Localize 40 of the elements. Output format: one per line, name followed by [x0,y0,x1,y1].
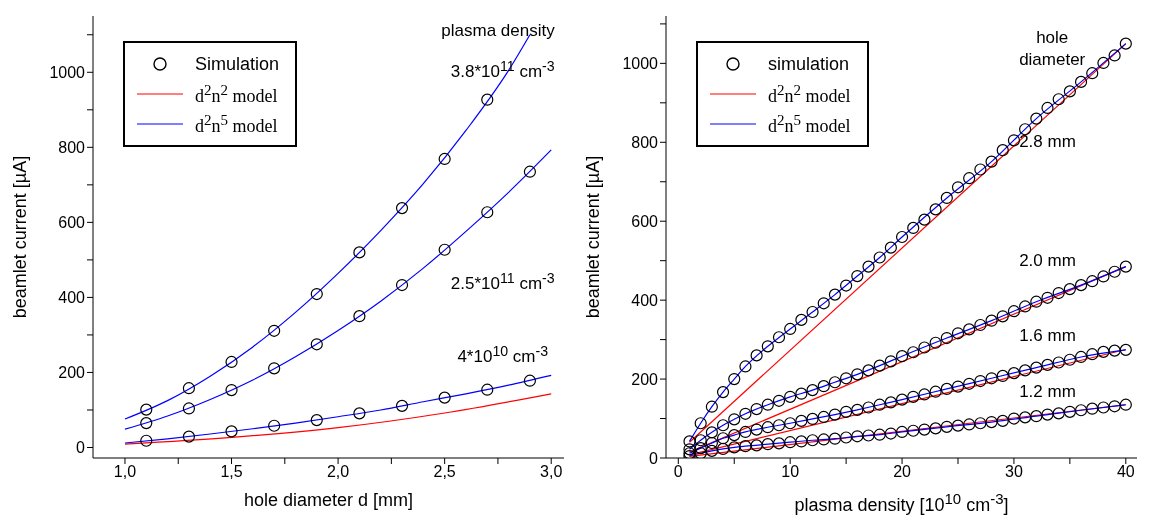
annotation: hole diameter [1018,27,1087,72]
legend-label: d$^{2}$n$^{5}$ model [195,111,278,137]
annotation: 2.8 mm [1019,130,1076,153]
annotation: 2.5*10$^{11}$ cm$^{-3}$ [450,268,555,296]
legend-label: d$^{2}$n$^{2}$ model [768,81,851,107]
annotation: 1.2 mm [1019,380,1076,403]
x-tick-label: 2,0 [326,463,350,481]
y-tick-label: 600 [58,214,86,232]
legend-label: Simulation [195,53,280,75]
x-tick-label: 40 [1116,463,1135,481]
x-axis-title: plasma density [10$^{10}$ cm$^{-3}$] [793,490,1010,516]
y-tick-label: 0 [76,439,86,457]
y-tick-label: 800 [631,133,659,151]
y-tick-label: 200 [631,370,659,388]
y-tick-label: 200 [58,364,86,382]
x-tick-label: 0 [673,463,683,481]
y-tick-label: 600 [631,212,659,230]
annotation: 1.6 mm [1019,325,1076,348]
legend-label: d$^{2}$n$^{5}$ model [768,111,851,137]
x-tick-label: 30 [1005,463,1023,481]
x-tick-label: 1,0 [113,463,137,481]
x-tick-label: 10 [781,463,800,481]
y-axis-title: beamlet current [µA] [9,155,31,319]
annotation: plasma density [440,20,556,43]
x-tick-label: 3,0 [540,463,563,481]
x-tick-label: 20 [893,463,912,481]
y-tick-label: 1000 [622,55,659,73]
y-axis-title: beamlet current [µA] [582,155,604,319]
annotation: 2.0 mm [1019,250,1076,273]
y-tick-label: 400 [58,289,86,307]
x-tick-label: 1,5 [220,463,243,481]
legend-label: d$^{2}$n$^{2}$ model [195,81,278,107]
x-axis-title: hole diameter d [mm] [242,490,415,511]
y-tick-label: 0 [649,449,659,467]
legend-label: simulation [768,53,850,75]
annotation: 4*10$^{10}$ cm$^{-3}$ [457,341,549,369]
y-tick-label: 800 [58,139,86,156]
y-tick-label: 400 [631,291,659,309]
x-tick-label: 2,5 [433,463,456,481]
y-tick-label: 1000 [49,63,86,81]
